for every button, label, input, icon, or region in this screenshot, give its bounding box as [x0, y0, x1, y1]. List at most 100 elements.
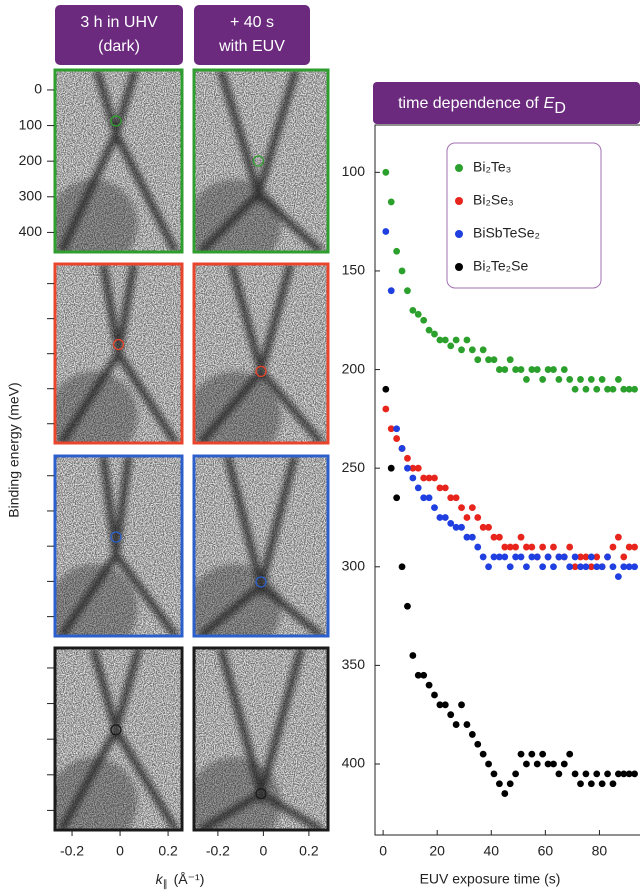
data-point	[604, 385, 611, 393]
data-point	[495, 533, 503, 541]
data-point	[382, 228, 390, 235]
data-point	[593, 385, 601, 393]
dirac-marker	[110, 724, 122, 736]
arpes-panel	[53, 68, 184, 254]
data-point	[485, 563, 492, 571]
data-point	[463, 514, 471, 521]
data-point	[528, 366, 536, 373]
legend-label: Bi₂Te₃	[473, 159, 511, 175]
dirac-marker	[255, 365, 267, 378]
data-point	[550, 760, 557, 768]
panel-content	[194, 456, 328, 636]
data-point	[566, 543, 574, 551]
data-point	[587, 780, 595, 788]
chart-title: time dependence of ED	[398, 95, 566, 117]
data-point	[463, 721, 471, 728]
data-point	[506, 543, 514, 551]
data-point	[512, 770, 520, 778]
data-point	[425, 681, 433, 689]
arpes-panel	[192, 68, 330, 254]
data-point	[495, 366, 503, 373]
panel-content	[55, 70, 182, 252]
data-point	[495, 780, 503, 788]
data-point	[560, 366, 568, 373]
data-point	[533, 760, 541, 768]
data-point	[571, 770, 579, 778]
legend-marker	[455, 230, 463, 238]
data-point	[404, 454, 411, 462]
x-tick-label: -0.2	[206, 843, 230, 859]
dirac-marker	[255, 787, 267, 800]
data-point	[414, 310, 422, 318]
data-point	[490, 770, 498, 778]
column-header: 3 h in UHV	[80, 14, 158, 31]
y-tick-label: 200	[19, 152, 43, 168]
data-point	[620, 563, 628, 571]
data-point	[495, 553, 503, 561]
title-text: time dependence of	[398, 95, 539, 112]
data-point	[436, 701, 444, 709]
data-point	[436, 336, 444, 344]
data-point	[441, 484, 449, 492]
data-point	[544, 366, 552, 373]
y-tick-label: 400	[19, 223, 43, 239]
x-tick-label: 0.2	[299, 843, 319, 859]
data-point	[539, 376, 547, 383]
data-point	[555, 770, 563, 778]
data-point	[474, 356, 482, 364]
data-point	[431, 691, 438, 699]
data-point	[382, 385, 390, 393]
data-point	[544, 760, 552, 768]
data-point	[571, 385, 579, 393]
x-tick-label: 0	[116, 843, 124, 859]
data-point	[468, 731, 476, 738]
arpes-panel	[53, 262, 184, 445]
data-point	[420, 474, 428, 482]
data-point	[501, 366, 509, 373]
unit: (Å⁻¹)	[174, 871, 205, 887]
data-point	[468, 346, 476, 354]
data-point	[463, 533, 471, 541]
data-point	[555, 553, 563, 561]
data-point	[631, 385, 638, 393]
data-point	[523, 563, 530, 571]
data-point	[485, 760, 492, 768]
data-point	[555, 376, 563, 383]
data-point	[414, 671, 422, 679]
data-point	[614, 770, 622, 778]
x-tick-label: 20	[429, 843, 445, 859]
subscript: ∥	[163, 879, 168, 890]
data-point	[539, 543, 547, 551]
data-point	[598, 780, 606, 788]
bulk-band	[55, 371, 138, 443]
data-point	[593, 563, 601, 571]
x-tick-label: 0.2	[158, 843, 178, 859]
column-header: + 40 s	[230, 14, 274, 31]
data-point	[409, 474, 417, 482]
column-header-box	[194, 5, 310, 65]
data-point	[625, 543, 633, 551]
data-point	[441, 336, 449, 344]
data-point	[479, 523, 487, 531]
data-point	[474, 740, 482, 748]
data-point	[550, 563, 557, 571]
data-point	[571, 553, 579, 561]
data-point	[577, 553, 584, 561]
panel-content	[55, 648, 182, 830]
x-tick-label: 80	[592, 843, 608, 859]
data-point	[393, 425, 401, 433]
data-point	[523, 760, 530, 768]
y-tick-label: 150	[342, 262, 366, 278]
data-point	[431, 330, 438, 338]
panel-content	[194, 264, 328, 443]
arpes-panel	[192, 262, 330, 445]
data-point	[550, 543, 557, 551]
data-point	[523, 376, 530, 383]
data-point	[409, 464, 417, 472]
data-point	[604, 770, 611, 778]
x-tick-label: 0	[259, 843, 267, 859]
data-point	[582, 770, 590, 778]
data-point	[501, 543, 509, 551]
column-header: with EUV	[218, 38, 285, 55]
